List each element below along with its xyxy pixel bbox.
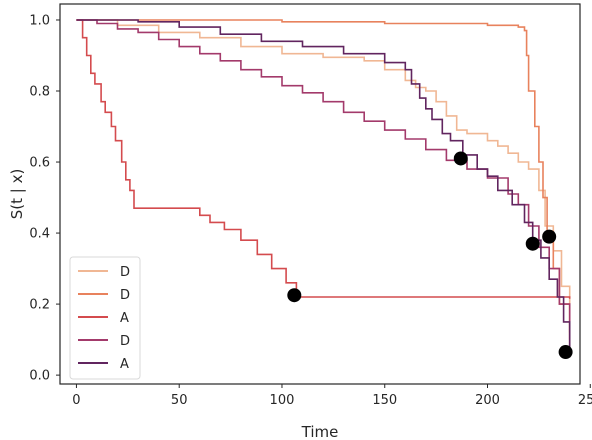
legend-label-2: A (120, 311, 129, 326)
series-line-1 (76, 19, 571, 340)
x-tick-label: 100 (270, 393, 295, 408)
x-tick-label: 50 (171, 393, 188, 408)
series-marker-3 (525, 236, 540, 251)
series-marker-1 (542, 229, 557, 244)
series-marker-2 (287, 288, 302, 303)
series-line-2 (76, 19, 571, 299)
x-axis-title: Time (301, 423, 339, 440)
series-line-4 (76, 19, 571, 358)
x-tick-label: 150 (372, 393, 397, 408)
y-tick-label: 0.0 (29, 369, 50, 384)
legend-label-0: D (120, 265, 130, 280)
y-tick-label: 0.8 (29, 85, 50, 100)
y-tick-label: 0.2 (29, 298, 50, 313)
y-tick-label: 0.4 (29, 227, 50, 242)
x-axis-ticks: 0 50 100 150 200 250 (72, 384, 592, 408)
y-tick-label: 0.6 (29, 156, 50, 171)
legend-label-4: A (120, 357, 129, 372)
legend-label-3: D (120, 334, 130, 349)
endpoint-markers (287, 151, 573, 360)
series-marker-4 (558, 345, 573, 360)
y-axis-title: S(t | x) (8, 169, 26, 220)
series-line-0 (76, 19, 571, 333)
y-tick-label: 1.0 (29, 13, 50, 28)
extra-marker (453, 151, 468, 166)
plot-area (59, 3, 581, 385)
x-tick-label: 200 (475, 393, 500, 408)
x-tick-label: 0 (72, 393, 80, 408)
x-tick-label: 250 (578, 393, 592, 408)
series-lines (76, 19, 571, 358)
series-line-3 (76, 19, 571, 347)
legend-label-1: D (120, 288, 130, 303)
y-axis-ticks: 0.0 0.2 0.4 0.6 0.8 1.0 (29, 13, 60, 384)
